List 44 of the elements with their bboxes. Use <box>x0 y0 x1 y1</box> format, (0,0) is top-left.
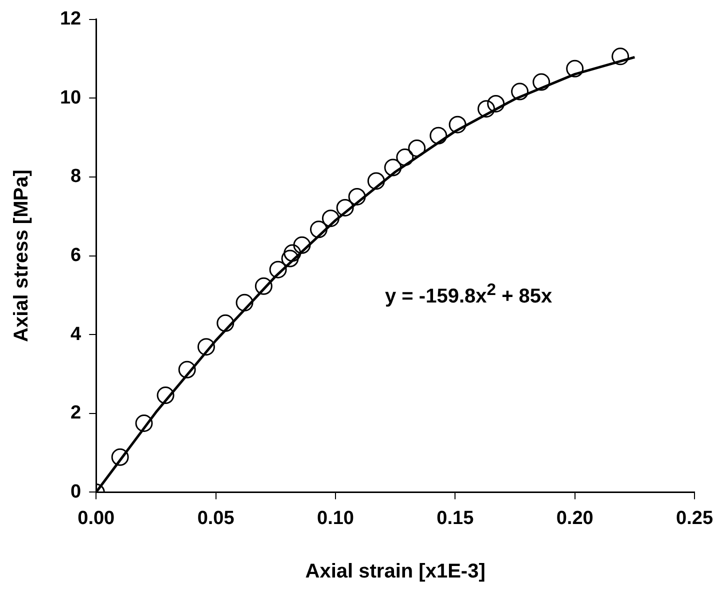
x-tick-label: 0.25 <box>676 508 714 529</box>
point <box>310 220 328 238</box>
point <box>197 338 215 356</box>
x-axis-title: Axial strain [x1E-3] <box>305 560 486 583</box>
x-tick-label: 0.10 <box>316 508 354 529</box>
point <box>135 414 153 432</box>
point <box>284 244 302 262</box>
point <box>322 210 340 228</box>
y-tick-label: 2 <box>70 402 82 424</box>
point <box>408 139 426 157</box>
point <box>336 198 354 216</box>
x-tick-label: 0.15 <box>436 508 474 529</box>
y-tick-label: 8 <box>70 166 82 188</box>
point <box>293 236 311 254</box>
y-axis-title: Axial stress [MPa] <box>10 170 33 342</box>
point <box>448 116 466 134</box>
point <box>396 148 414 166</box>
point <box>216 314 234 332</box>
y-tick-label: 6 <box>70 245 82 266</box>
y-tick-label: 12 <box>60 8 82 30</box>
point <box>511 82 529 100</box>
point <box>532 73 550 91</box>
x-tick-label: 0.20 <box>556 508 594 529</box>
y-tick-label: 10 <box>60 87 82 108</box>
point <box>430 126 448 144</box>
point <box>487 94 505 112</box>
x-tick-label: 0.05 <box>197 508 235 529</box>
point <box>156 386 174 404</box>
point <box>478 100 496 118</box>
point <box>236 294 254 312</box>
point <box>612 48 630 66</box>
point <box>367 172 385 190</box>
point <box>566 60 584 78</box>
point <box>111 448 129 466</box>
x-tick-label: 0.00 <box>78 508 115 529</box>
point <box>269 260 287 278</box>
point <box>281 250 299 268</box>
point <box>348 188 366 206</box>
y-tick-label: 0 <box>70 481 82 502</box>
y-tick-label: 4 <box>70 324 82 345</box>
point <box>254 277 272 295</box>
annotation: y = -159.8x$^{2}$ + 85x <box>385 280 552 309</box>
point <box>384 158 402 176</box>
point <box>178 360 196 378</box>
